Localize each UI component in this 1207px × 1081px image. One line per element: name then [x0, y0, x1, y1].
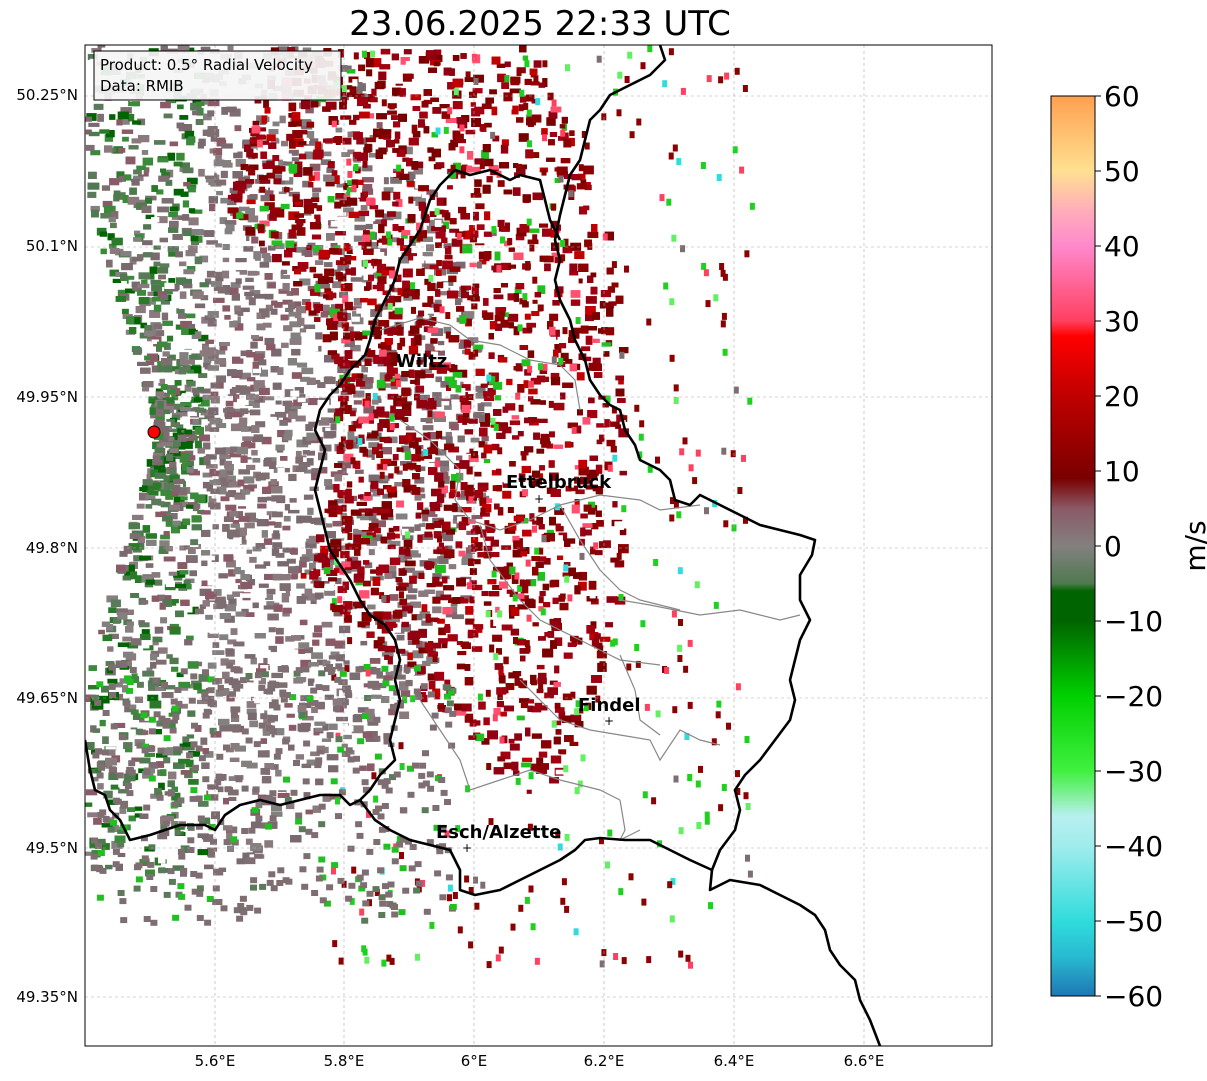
lat-tick-label: 49.5°N — [26, 839, 78, 857]
colorbar-tick-label: −30 — [1104, 755, 1163, 788]
colorbar-tick-label: −60 — [1104, 980, 1163, 1013]
colorbar-tick-label: 40 — [1104, 230, 1140, 263]
city-marker-findel[interactable]: + Findel — [578, 695, 641, 728]
lon-tick-label: 6.4°E — [714, 1052, 755, 1070]
colorbar-tick-label: 20 — [1104, 380, 1140, 413]
info-product: Product: 0.5° Radial Velocity — [100, 56, 313, 74]
colorbar-bar — [1050, 95, 1096, 997]
colorbar: 60 50 40 30 20 10 0 −10 −20 −30 −40 −50 … — [1050, 80, 1207, 1013]
colorbar-unit-label: m/s — [1179, 520, 1207, 571]
info-box: Product: 0.5° Radial Velocity Data: RMIB — [93, 50, 342, 101]
lat-tick-label: 49.35°N — [16, 988, 78, 1006]
colorbar-tick-label: −40 — [1104, 830, 1163, 863]
lon-tick-label: 6°E — [461, 1052, 488, 1070]
lat-tick-label: 49.95°N — [16, 388, 78, 406]
city-label-findel: Findel — [578, 695, 641, 716]
colorbar-tick-label: −20 — [1104, 680, 1163, 713]
city-label-ettelbruck: Ettelbruck — [506, 472, 612, 493]
map-area[interactable]: Wiltz + Ettelbruck + Findel + Esch/Alzet… — [85, 45, 992, 1046]
crosshair-icon: + — [534, 492, 544, 506]
colorbar-tick-label: −50 — [1104, 905, 1163, 938]
colorbar-ticks — [1095, 95, 1101, 997]
national-borders — [85, 45, 882, 1046]
colorbar-tick-label: 30 — [1104, 305, 1140, 338]
radar-site-marker[interactable] — [147, 425, 161, 439]
lon-tick-label: 6.6°E — [844, 1052, 885, 1070]
latitude-axis: 50.25°N 50.1°N 49.95°N 49.8°N 49.65°N 49… — [16, 86, 78, 1006]
colorbar-tick-label: −10 — [1104, 605, 1163, 638]
lat-tick-label: 49.8°N — [26, 539, 78, 557]
colorbar-tick-label: 50 — [1104, 155, 1140, 188]
longitude-axis: 5.6°E 5.8°E 6°E 6.2°E 6.4°E 6.6°E — [195, 1052, 885, 1070]
lon-tick-label: 6.2°E — [584, 1052, 625, 1070]
map-frame — [84, 44, 993, 1047]
admin-borders — [379, 317, 801, 842]
lon-tick-label: 5.8°E — [324, 1052, 365, 1070]
crosshair-icon: + — [604, 714, 614, 728]
city-label-wiltz: Wiltz — [396, 351, 447, 372]
lat-tick-label: 49.65°N — [16, 689, 78, 707]
city-marker-wiltz[interactable]: Wiltz — [396, 351, 447, 372]
city-marker-esch-alzette[interactable]: + Esch/Alzette — [436, 822, 561, 855]
colorbar-tick-label: 60 — [1104, 80, 1140, 113]
map-title: 23.06.2025 22:33 UTC — [349, 4, 731, 44]
city-marker-ettelbruck[interactable]: + Ettelbruck — [506, 472, 612, 506]
colorbar-tick-label: 0 — [1104, 530, 1122, 563]
lat-tick-label: 50.1°N — [26, 237, 78, 255]
lon-tick-label: 5.6°E — [195, 1052, 236, 1070]
colorbar-tick-label: 10 — [1104, 455, 1140, 488]
lat-tick-label: 50.25°N — [16, 86, 78, 104]
crosshair-icon: + — [462, 841, 472, 855]
city-label-esch-alzette: Esch/Alzette — [436, 822, 561, 843]
info-data-source: Data: RMIB — [100, 77, 184, 95]
